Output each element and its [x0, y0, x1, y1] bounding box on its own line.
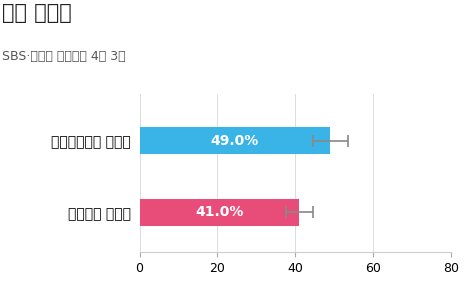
Text: SBS·입소스 주식회사 4월 3일: SBS·입소스 주식회사 4월 3일: [2, 50, 126, 63]
Text: 41.0%: 41.0%: [195, 205, 244, 219]
Text: 경남 양산을: 경남 양산을: [2, 3, 72, 23]
Bar: [140, 199, 299, 226]
Text: 49.0%: 49.0%: [211, 134, 259, 147]
Bar: [140, 127, 330, 154]
